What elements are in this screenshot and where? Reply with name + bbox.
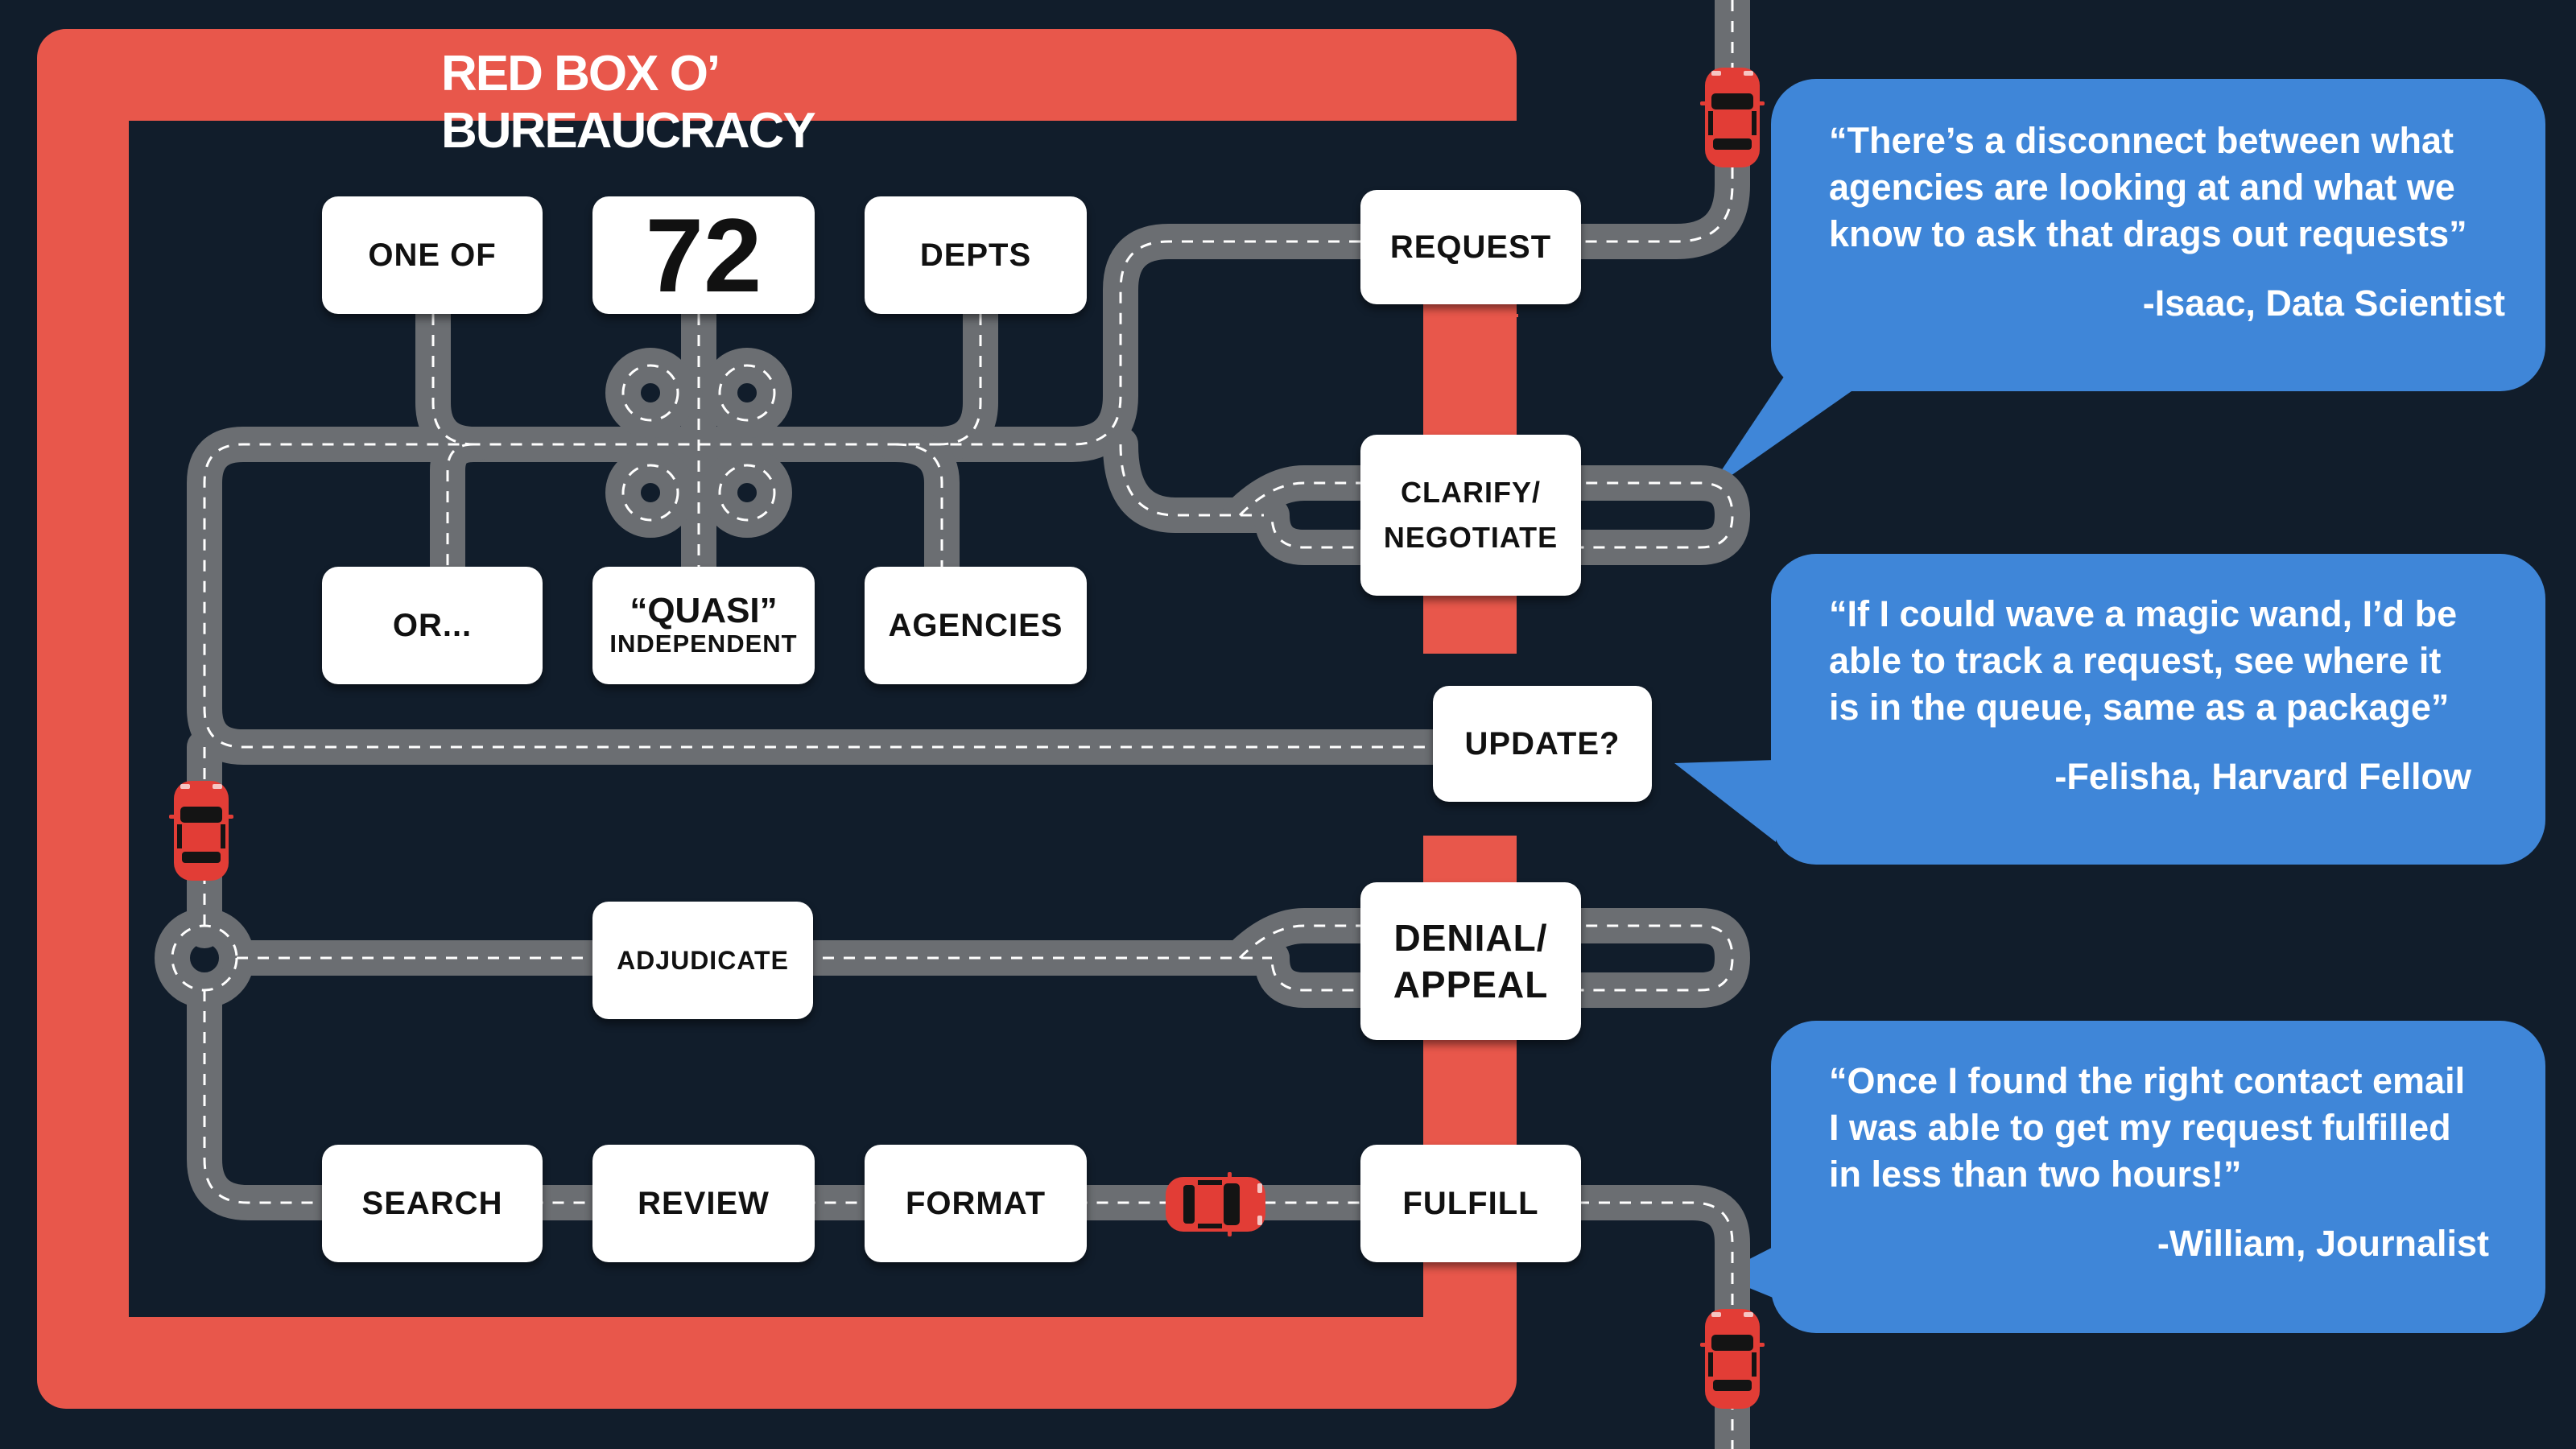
quote-line: able to track a request, see where it xyxy=(1829,640,2442,681)
quote-3: “Once I found the right contact email I … xyxy=(1829,1058,2489,1267)
red-car-icon xyxy=(1166,1172,1265,1236)
node-label: SEARCH xyxy=(361,1185,503,1221)
quote-line: “If I could wave a magic wand, I’d be xyxy=(1829,593,2458,634)
node-72: 72 xyxy=(592,196,815,314)
quote-line: in less than two hours!” xyxy=(1829,1154,2242,1195)
quote-line: know to ask that drags out requests” xyxy=(1829,213,2467,254)
node-label: UPDATE? xyxy=(1464,725,1620,762)
node-label: APPEAL xyxy=(1393,964,1549,1005)
red-car-icon xyxy=(1700,1309,1765,1409)
node-review: REVIEW xyxy=(592,1145,815,1262)
node-sublabel: INDEPENDENT xyxy=(609,630,798,658)
node-label: REQUEST xyxy=(1389,229,1552,265)
node-or: OR... xyxy=(322,567,543,684)
node-label: NEGOTIATE xyxy=(1383,521,1558,554)
node-fulfill: FULFILL xyxy=(1360,1145,1581,1262)
node-label: REVIEW xyxy=(638,1185,770,1221)
node-label: DENIAL/ xyxy=(1393,917,1548,959)
node-adjudicate: ADJUDICATE xyxy=(592,902,813,1019)
red-car-icon xyxy=(1700,68,1765,167)
quote-line: I was able to get my request fulfilled xyxy=(1829,1107,2451,1148)
node-search: SEARCH xyxy=(322,1145,543,1262)
quote-attribution: -William, Journalist xyxy=(2157,1223,2489,1264)
quote-attribution: -Felisha, Harvard Fellow xyxy=(2054,756,2471,797)
quote-bubble-1 xyxy=(1707,79,2545,493)
node-label: DEPTS xyxy=(919,237,1032,273)
quote-1: “There’s a disconnect between what agenc… xyxy=(1829,118,2505,327)
node-update: UPDATE? xyxy=(1433,686,1652,802)
node-label: AGENCIES xyxy=(888,607,1063,643)
node-label: ADJUDICATE xyxy=(617,945,789,975)
node-format: FORMAT xyxy=(865,1145,1087,1262)
quote-line: “Once I found the right contact email xyxy=(1829,1060,2466,1101)
node-label: FULFILL xyxy=(1402,1185,1539,1221)
node-one-of: ONE OF xyxy=(322,196,543,314)
quote-line: agencies are looking at and what we xyxy=(1829,167,2455,208)
quote-line: “There’s a disconnect between what xyxy=(1829,120,2454,161)
node-label: OR... xyxy=(392,607,473,643)
node-label: ONE OF xyxy=(368,237,497,273)
red-car-icon xyxy=(169,781,233,881)
quote-line: is in the queue, same as a package” xyxy=(1829,687,2450,728)
quote-bubble-2 xyxy=(1674,554,2545,865)
diagram-title: RED BOX O’ BUREAUCRACY xyxy=(441,46,816,159)
quote-bubble-3 xyxy=(1718,1021,2545,1333)
node-quasi-independent: “QUASI” INDEPENDENT xyxy=(592,567,815,684)
quote-2: “If I could wave a magic wand, I’d be ab… xyxy=(1829,591,2471,800)
quote-attribution: -Isaac, Data Scientist xyxy=(2142,283,2505,324)
node-depts: DEPTS xyxy=(865,196,1087,314)
road-centerlines xyxy=(171,0,1734,1449)
node-clarify-negotiate: CLARIFY/ NEGOTIATE xyxy=(1360,435,1581,596)
node-label: CLARIFY/ xyxy=(1401,476,1541,509)
node-denial-appeal: DENIAL/ APPEAL xyxy=(1360,882,1581,1040)
node-agencies: AGENCIES xyxy=(865,567,1087,684)
node-label: “QUASI” xyxy=(630,591,778,630)
node-request: REQUEST xyxy=(1360,190,1581,304)
node-label: FORMAT xyxy=(905,1185,1046,1221)
node-label: 72 xyxy=(645,196,762,314)
